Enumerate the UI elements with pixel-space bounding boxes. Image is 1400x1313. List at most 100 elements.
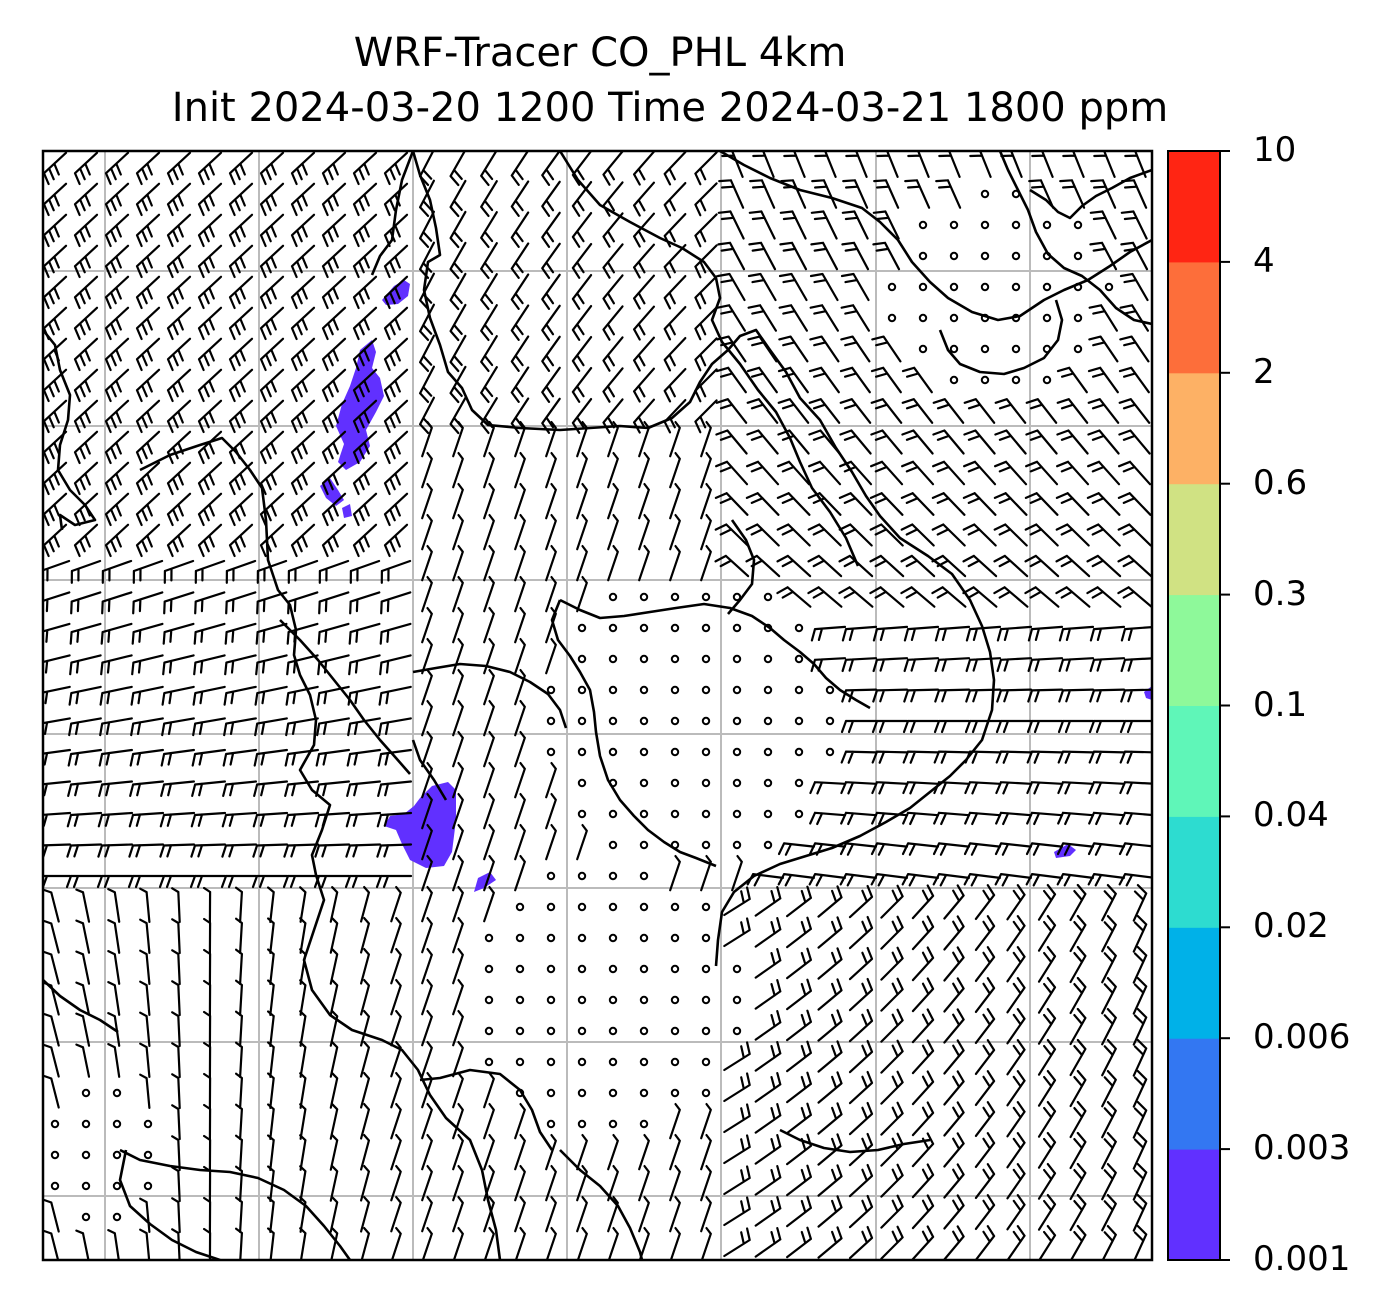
calm-wind-marker (546, 933, 556, 943)
wind-barb (880, 1070, 904, 1105)
calm-wind-marker (732, 964, 742, 974)
wind-barb (1057, 811, 1095, 826)
wind-barb (934, 625, 971, 642)
calm-wind-marker (763, 685, 773, 695)
wind-barb (870, 366, 902, 394)
wind-barb (602, 151, 624, 186)
wind-barb (694, 244, 718, 279)
wind-barb (235, 1196, 243, 1234)
wind-barb (390, 948, 402, 985)
wind-barb (965, 625, 1002, 642)
wind-barb (197, 182, 223, 217)
wind-barb (962, 523, 997, 547)
wind-barb (352, 399, 378, 434)
wind-barb (75, 888, 91, 923)
wind-barb (321, 151, 347, 186)
wind-barb (267, 917, 275, 954)
wind-barb (963, 429, 996, 455)
colorbar-segment (1168, 151, 1220, 263)
wind-barb (1118, 842, 1152, 856)
colorbar-tick-label: 0.003 (1253, 1128, 1351, 1169)
wind-barb (810, 241, 839, 271)
wind-barb (1087, 842, 1125, 856)
wind-barb (421, 855, 433, 892)
wind-barb (163, 591, 195, 615)
wind-barb (267, 1196, 275, 1233)
wind-barb (1006, 1225, 1026, 1260)
calm-wind-marker (794, 623, 804, 633)
wind-barb (872, 625, 909, 642)
wind-barb (290, 275, 316, 310)
calm-wind-marker (732, 685, 742, 695)
wind-barb (786, 1164, 812, 1197)
wind-barb (669, 514, 681, 551)
wind-barb (171, 980, 181, 1017)
calm-wind-marker (732, 995, 742, 1005)
wind-barb (197, 213, 223, 248)
wind-barb (545, 824, 557, 861)
calm-wind-marker (980, 189, 990, 199)
wind-barb (349, 591, 381, 615)
wind-barb (228, 523, 254, 558)
wind-barb (421, 483, 433, 520)
wind-barb (935, 179, 962, 209)
wind-barb (1025, 429, 1058, 455)
wind-barb (267, 1165, 275, 1202)
colorbar-tick-label: 0.1 (1253, 684, 1308, 725)
wind-barb (225, 591, 257, 615)
wind-barb (139, 980, 151, 1016)
wind-barb (352, 430, 378, 465)
wind-barb (160, 780, 195, 797)
wind-barb (1006, 1163, 1026, 1200)
wind-barb (938, 151, 961, 178)
wind-barb (75, 919, 91, 954)
wind-barb (870, 873, 908, 887)
wind-barb (267, 948, 275, 985)
wind-barb (480, 180, 498, 217)
wind-barb (449, 210, 467, 249)
calm-wind-marker (639, 1119, 649, 1129)
calm-wind-marker (701, 809, 711, 819)
wind-barb (716, 304, 746, 332)
wind-barb (483, 1196, 495, 1233)
wind-barb (1037, 977, 1057, 1014)
wind-barb (73, 151, 99, 186)
wind-barb (1101, 1070, 1117, 1108)
wind-barb (171, 949, 181, 986)
calm-wind-marker (1073, 313, 1083, 323)
wind-barb (514, 1227, 526, 1260)
wind-barb (996, 625, 1033, 642)
wind-barb (104, 523, 130, 558)
calm-wind-marker (1042, 251, 1052, 261)
wind-barb (571, 151, 593, 186)
wind-barb (255, 622, 288, 645)
wind-barb (352, 492, 378, 527)
wind-barb (107, 888, 121, 923)
wind-barb (786, 1226, 812, 1259)
wind-barb (911, 915, 935, 951)
wind-barb (380, 591, 412, 615)
wind-barb (299, 1165, 307, 1202)
wind-barb (1087, 460, 1121, 486)
wind-barb (135, 492, 161, 527)
wind-barb (777, 366, 809, 394)
wind-barb (131, 654, 164, 676)
wind-barb (390, 1134, 402, 1171)
wind-barb (1132, 977, 1148, 1015)
wind-barb (776, 554, 812, 578)
wind-barb (314, 843, 351, 858)
calm-wind-marker (546, 716, 556, 726)
wind-barb (1031, 151, 1054, 178)
wind-barb (203, 1227, 212, 1260)
wind-barb (75, 1043, 91, 1078)
wind-barb (974, 1194, 996, 1230)
wind-barb (841, 688, 878, 703)
wind-barb (70, 559, 102, 584)
wind-barb (352, 523, 378, 558)
wind-barb (848, 1132, 874, 1167)
wind-barb (545, 762, 557, 799)
calm-wind-marker (1073, 282, 1083, 292)
wind-barb (965, 688, 1002, 703)
wind-barb (43, 748, 71, 766)
calm-wind-marker (81, 1088, 91, 1098)
